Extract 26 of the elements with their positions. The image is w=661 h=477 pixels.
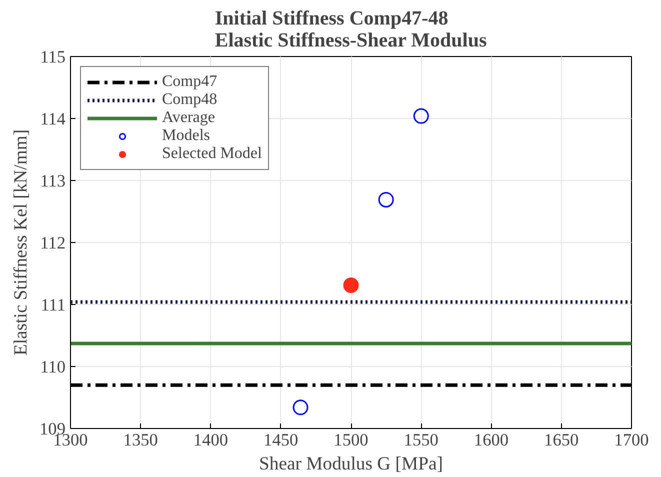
- x-tick-label: 1500: [334, 430, 368, 450]
- point: [343, 278, 359, 294]
- x-axis-title: Shear Modulus G [MPa]: [259, 454, 443, 474]
- y-axis-title: Elastic Stiffness Kel [kN/mm]: [10, 129, 32, 356]
- point: [292, 400, 308, 416]
- x-tick-label: 1600: [474, 430, 509, 450]
- y-tick-label: 111: [40, 296, 66, 314]
- y-tick-label: 110: [40, 358, 66, 376]
- y-tick-label: 113: [40, 172, 66, 190]
- x-tick-label: 1650: [544, 430, 579, 450]
- legend-label: Comp47: [162, 73, 218, 91]
- legend-label: Models: [162, 127, 210, 145]
- point: [413, 108, 429, 124]
- legend-label: Average: [162, 109, 215, 127]
- x-tick-label: 1450: [264, 430, 298, 450]
- y-tick-label: 115: [40, 48, 66, 66]
- chart-title: Initial Stiffness Comp47-48 Elastic Stiffness-Shear Modulus: [214, 8, 487, 52]
- x-tick-label: 1400: [193, 430, 228, 450]
- point: [378, 192, 394, 208]
- legend-label: Selected Model: [162, 145, 262, 163]
- y-tick-label: 114: [40, 110, 66, 128]
- y-tick-label: 112: [40, 234, 66, 252]
- legend-label: Comp48: [162, 91, 218, 109]
- x-tick-label: 1350: [123, 430, 158, 450]
- x-tick-label: 1550: [404, 430, 438, 450]
- x-tick-label: 1700: [614, 430, 649, 450]
